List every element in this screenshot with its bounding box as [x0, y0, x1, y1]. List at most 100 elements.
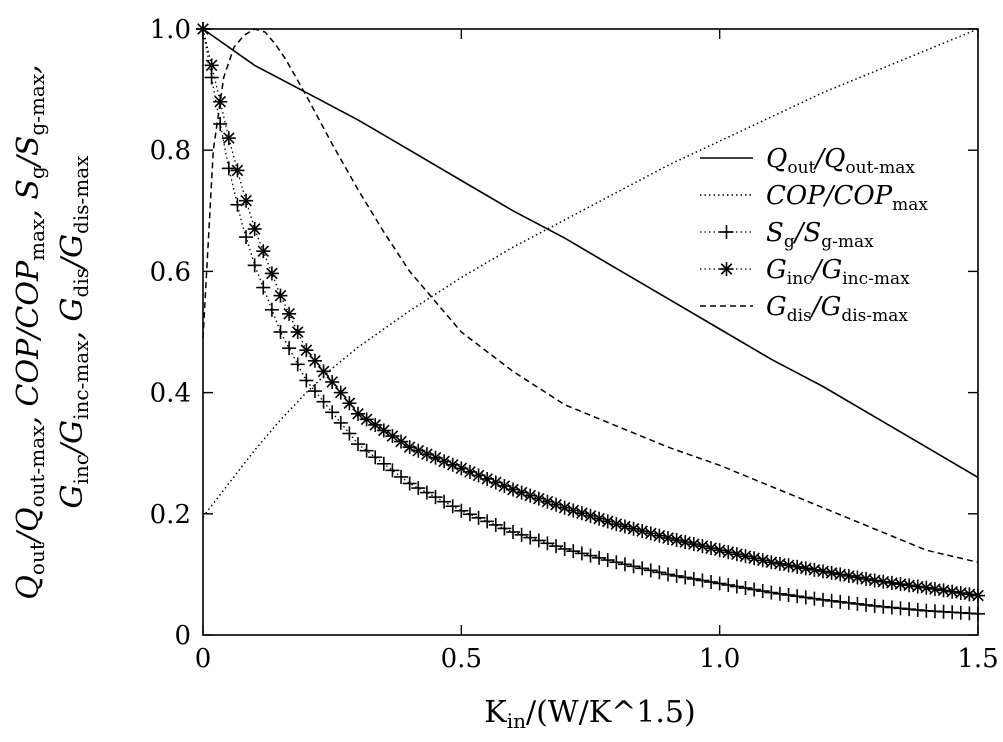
marker-sg — [574, 546, 589, 561]
marker-ginc — [695, 539, 710, 554]
marker-sg — [480, 514, 495, 529]
marker-ginc — [755, 553, 770, 568]
marker-sg — [721, 578, 736, 593]
marker-sg — [807, 591, 822, 606]
marker-sg — [359, 443, 374, 458]
marker-ginc — [299, 343, 314, 358]
marker-ginc — [566, 503, 581, 518]
marker-sg — [299, 373, 314, 388]
plot-frame — [202, 28, 979, 636]
legend-label: Ginc​/Ginc-max​ — [766, 255, 910, 289]
legend: Qout​/Qout-max​COP/COPmax​Sg​/Sg-max​Gin… — [700, 144, 928, 326]
marker-ginc — [247, 221, 262, 236]
marker-sg — [368, 450, 383, 465]
marker-sg — [419, 485, 434, 500]
marker-sg — [385, 463, 400, 478]
marker-ginc — [609, 517, 624, 532]
marker-sg — [635, 561, 650, 576]
series-gdis — [202, 28, 979, 564]
x-tick-label: 0 — [195, 644, 212, 674]
marker-sg — [661, 567, 675, 582]
marker-sg — [841, 595, 856, 610]
marker-sg — [454, 503, 469, 518]
marker-sg — [402, 476, 417, 491]
marker-sg — [282, 341, 297, 356]
marker-ginc — [256, 244, 271, 259]
marker-sg — [264, 302, 279, 317]
marker-ginc — [385, 429, 400, 444]
legend-marker — [719, 262, 734, 276]
marker-sg — [798, 590, 813, 605]
series-line-gdis — [202, 28, 979, 564]
legend-label: Qout​/Qout-max​ — [766, 144, 915, 178]
marker-sg — [531, 533, 546, 548]
marker-sg — [342, 426, 357, 441]
marker-sg — [583, 548, 598, 563]
marker-sg — [686, 571, 701, 586]
marker-ginc — [704, 541, 719, 556]
marker-sg — [394, 469, 409, 484]
marker-sg — [221, 161, 236, 176]
marker-sg — [617, 557, 632, 572]
marker-sg — [971, 606, 985, 621]
marker-sg — [729, 579, 744, 594]
marker-ginc — [342, 396, 357, 411]
marker-sg — [428, 490, 443, 505]
series-layer — [196, 22, 985, 621]
marker-sg — [256, 280, 271, 295]
marker-sg — [247, 258, 262, 273]
marker-sg — [884, 600, 899, 615]
marker-sg — [859, 597, 874, 612]
marker-sg — [678, 570, 693, 585]
marker-sg — [816, 592, 830, 607]
marker-ginc — [652, 528, 667, 543]
series-ginc — [196, 22, 985, 603]
marker-ginc — [729, 547, 744, 562]
marker-sg — [764, 585, 779, 600]
marker-ginc — [626, 521, 641, 536]
y-tick-label: 0.6 — [150, 257, 191, 287]
marker-ginc — [376, 423, 391, 438]
marker-sg — [523, 530, 538, 545]
marker-ginc — [230, 163, 245, 178]
marker-sg — [824, 593, 839, 608]
series-sg — [196, 22, 985, 621]
marker-sg — [643, 563, 658, 578]
marker-ginc — [721, 545, 736, 560]
marker-ginc — [764, 555, 779, 570]
marker-sg — [514, 527, 529, 542]
marker-sg — [695, 573, 710, 588]
marker-sg — [506, 524, 520, 539]
marker-ginc — [394, 434, 409, 449]
marker-sg — [204, 70, 219, 85]
marker-ginc — [368, 417, 383, 432]
marker-sg — [471, 510, 486, 525]
series-cop — [202, 28, 979, 518]
marker-sg — [549, 539, 564, 554]
marker-sg — [557, 541, 572, 556]
x-tick-label: 0.5 — [441, 644, 482, 674]
marker-sg — [333, 415, 348, 430]
series-line-qout — [202, 28, 979, 479]
marker-ginc — [359, 412, 374, 427]
marker-sg — [609, 555, 624, 570]
marker-ginc — [971, 588, 985, 603]
legend-entry-cop: COP/COPmax​ — [700, 181, 928, 215]
marker-ginc — [307, 353, 322, 368]
marker-sg — [600, 553, 615, 568]
marker-sg — [273, 325, 288, 339]
marker-ginc — [816, 564, 830, 579]
marker-sg — [738, 581, 753, 596]
marker-sg — [290, 357, 305, 372]
x-axis-label: Kin​/(W/K^1.5) — [484, 695, 695, 733]
legend-label: Sg​/Sg-max​ — [766, 218, 874, 252]
marker-sg — [790, 589, 805, 604]
marker-sg — [669, 568, 684, 583]
marker-ginc — [617, 519, 632, 534]
marker-sg — [876, 599, 891, 614]
legend-entry-gdis: Gdis​/Gdis-max​ — [700, 292, 908, 326]
marker-sg — [910, 602, 925, 617]
marker-sg — [850, 596, 865, 611]
marker-ginc — [669, 533, 684, 548]
